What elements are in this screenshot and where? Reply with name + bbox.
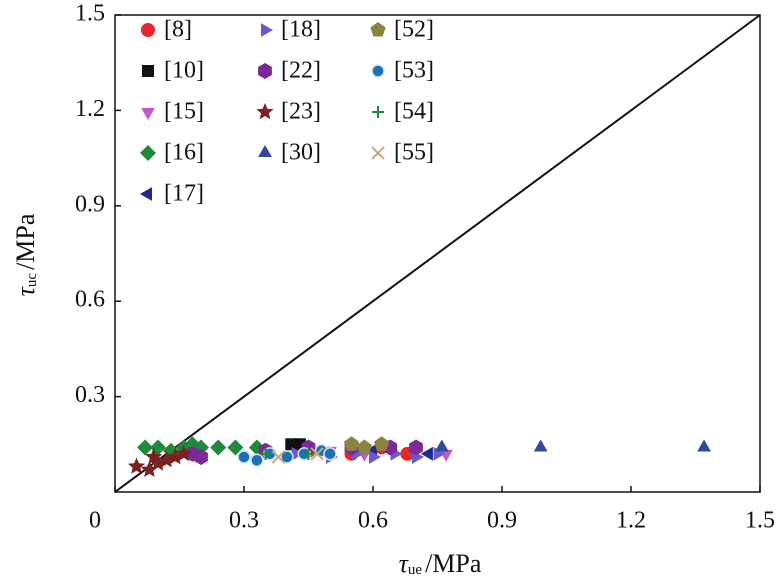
- x-tick-label: 1.2: [616, 508, 646, 534]
- data-point: [237, 450, 251, 464]
- data-point: [374, 436, 390, 451]
- x-tick-label: 1.5: [745, 508, 775, 534]
- data-point: [310, 447, 324, 461]
- data-point: [356, 439, 372, 454]
- x-tick-label: 0: [89, 508, 101, 534]
- legend-label: [8]: [164, 17, 192, 43]
- legend-marker: [141, 23, 155, 37]
- x-label-subscript: ue: [408, 562, 423, 578]
- legend-label: [17]: [164, 181, 204, 207]
- reference-line: [114, 14, 761, 493]
- x-tick-label: 0.6: [358, 508, 388, 534]
- data-point: [343, 436, 360, 451]
- data-point: [127, 457, 146, 474]
- legend-label: [52]: [394, 17, 434, 43]
- y-axis-label: τuc/MPa: [11, 213, 40, 296]
- legend-label: [53]: [394, 58, 434, 84]
- legend-marker: [372, 106, 384, 118]
- legend-marker: [370, 22, 386, 37]
- data-point: [409, 439, 423, 456]
- data-point: [227, 439, 244, 456]
- x-label-unit: /MPa: [425, 549, 482, 578]
- y-tick-label: 0.3: [75, 382, 105, 408]
- y-label-unit: /MPa: [11, 213, 40, 270]
- data-point: [140, 460, 158, 477]
- legend-marker: [140, 145, 156, 161]
- legend-label: [10]: [164, 58, 204, 84]
- data-point: [194, 449, 208, 465]
- y-label-subscript: uc: [24, 273, 40, 288]
- data-point: [145, 448, 163, 465]
- data-point: [533, 439, 548, 452]
- data-point: [210, 439, 227, 456]
- legend-marker: [142, 65, 154, 77]
- legend-marker: [258, 145, 272, 157]
- data-point: [175, 444, 193, 462]
- data-point: [259, 447, 272, 460]
- data-point: [137, 439, 154, 456]
- y-tick-label: 0.6: [75, 287, 105, 313]
- legend-label: [55]: [394, 140, 434, 166]
- legend-marker: [371, 64, 385, 78]
- legend-marker: [141, 108, 155, 120]
- legend-label: [30]: [281, 140, 321, 166]
- plot-frame: [114, 14, 761, 493]
- data-point: [250, 453, 264, 467]
- legend-label: [18]: [281, 17, 321, 43]
- legend-label: [16]: [164, 140, 204, 166]
- data-point: [271, 450, 286, 464]
- legend-marker: [256, 103, 274, 120]
- legend-marker: [371, 146, 385, 160]
- x-label-symbol: τ: [399, 549, 410, 578]
- data-point: [420, 446, 433, 461]
- data-point: [697, 439, 711, 452]
- data-point: [323, 447, 337, 461]
- legend-label: [15]: [164, 99, 204, 125]
- x-tick-label: 0.9: [487, 508, 517, 534]
- data-point: [434, 439, 449, 452]
- legend-label: [54]: [394, 99, 434, 125]
- y-label-symbol: τ: [11, 285, 40, 296]
- legend-marker: [140, 187, 152, 201]
- data-point: [280, 450, 294, 464]
- y-tick-label: 1.5: [75, 1, 105, 27]
- data-point: [369, 450, 381, 464]
- x-tick-label: 0.3: [229, 508, 259, 534]
- legend-marker: [258, 63, 272, 79]
- legend-label: [23]: [281, 99, 321, 125]
- legend-label: [22]: [281, 58, 321, 84]
- y-tick-label: 0.9: [75, 191, 105, 217]
- legend-marker: [261, 23, 273, 37]
- data-point: [302, 447, 315, 460]
- y-tick-label: 1.2: [75, 96, 105, 122]
- x-axis-label: τue/MPa: [399, 549, 482, 578]
